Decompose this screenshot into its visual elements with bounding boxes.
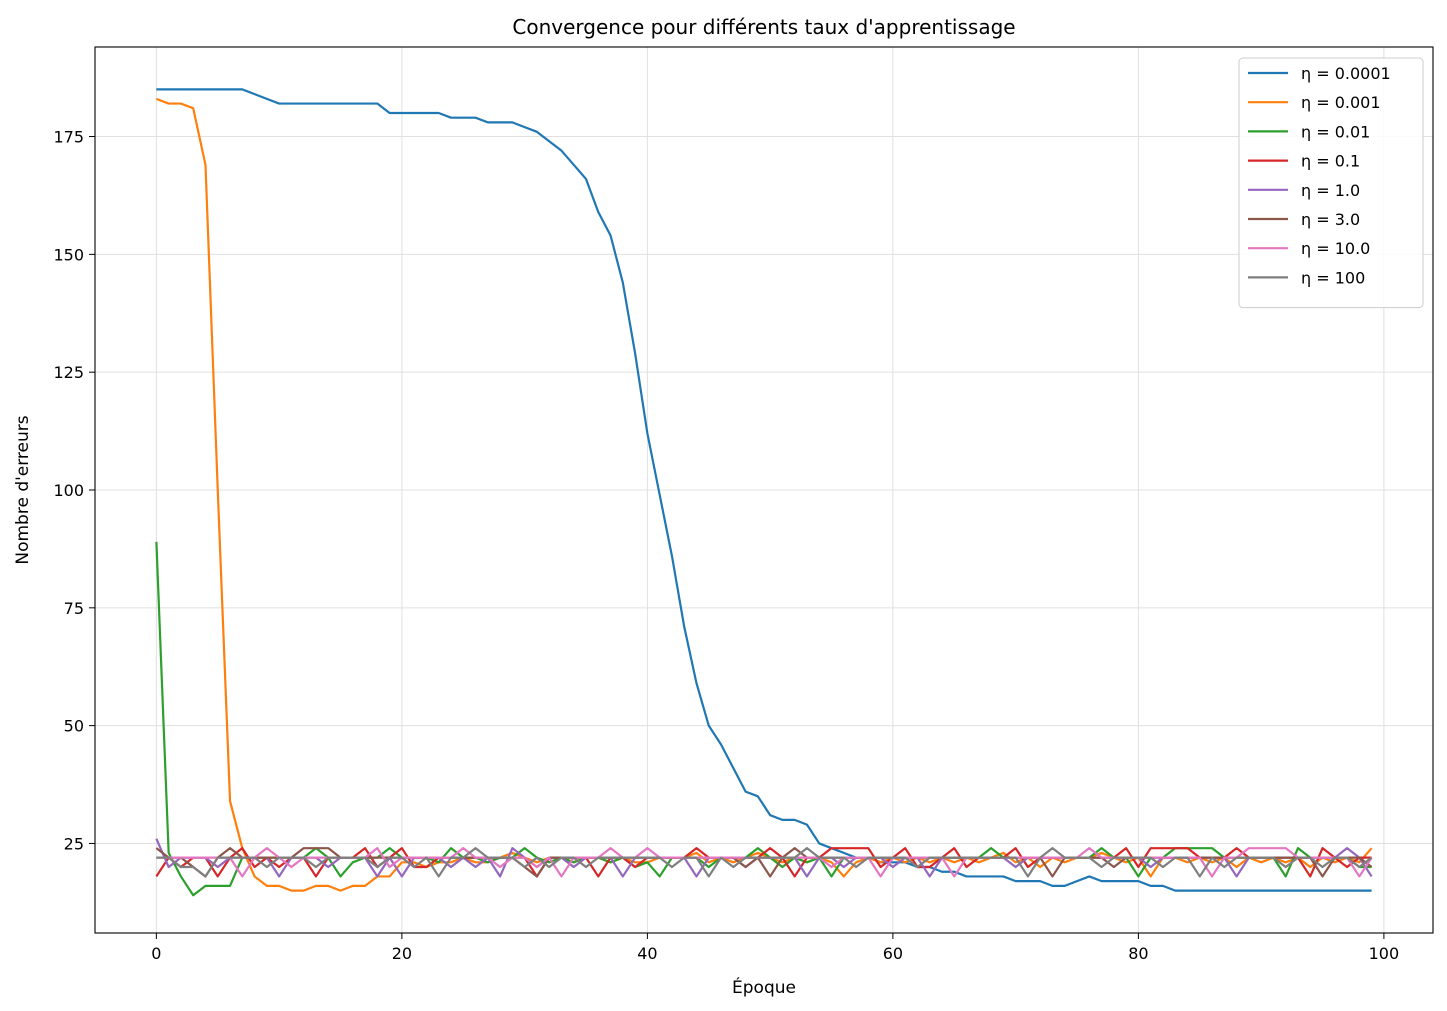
legend-label: η = 0.0001 bbox=[1301, 64, 1391, 83]
series-line-0 bbox=[156, 88, 1372, 892]
x-tick-label: 60 bbox=[883, 944, 903, 963]
y-tick-label: 25 bbox=[64, 834, 84, 853]
y-tick-label: 150 bbox=[53, 245, 84, 264]
y-tick-label: 175 bbox=[53, 128, 84, 147]
x-tick-label: 0 bbox=[151, 944, 161, 963]
y-tick-label: 75 bbox=[64, 599, 84, 618]
legend-label: η = 100 bbox=[1301, 268, 1365, 287]
y-tick-label: 100 bbox=[53, 481, 84, 500]
legend-label: η = 1.0 bbox=[1301, 181, 1360, 200]
x-axis-label: Époque bbox=[732, 976, 796, 998]
axis-ticks: 0 20 40 60 80 100 25 50 75 100 125 150 175 bbox=[53, 128, 1399, 963]
series-line-3 bbox=[155, 847, 1372, 878]
x-tick-label: 20 bbox=[392, 944, 412, 963]
x-tick-label: 40 bbox=[637, 944, 657, 963]
legend-label: η = 0.001 bbox=[1301, 93, 1381, 112]
legend-box bbox=[1238, 57, 1424, 309]
gridlines bbox=[95, 47, 1433, 933]
series-line-7 bbox=[156, 847, 1373, 878]
legend-label: η = 10.0 bbox=[1301, 239, 1370, 258]
chart-title: Convergence pour différents taux d'appre… bbox=[512, 15, 1015, 39]
x-tick-label: 100 bbox=[1369, 944, 1400, 963]
series-lines bbox=[155, 88, 1373, 897]
legend-label: η = 3.0 bbox=[1301, 210, 1360, 229]
y-tick-label: 125 bbox=[53, 363, 84, 382]
legend: η = 0.0001 η = 0.001 η = 0.01 η = 0.1 η = 1.… bbox=[1238, 57, 1424, 309]
y-tick-label: 50 bbox=[64, 717, 84, 736]
legend-label: η = 0.1 bbox=[1301, 152, 1360, 171]
x-tick-label: 80 bbox=[1128, 944, 1148, 963]
legend-label: η = 0.01 bbox=[1301, 122, 1370, 141]
y-axis-label: Nombre d'erreurs bbox=[13, 415, 33, 564]
